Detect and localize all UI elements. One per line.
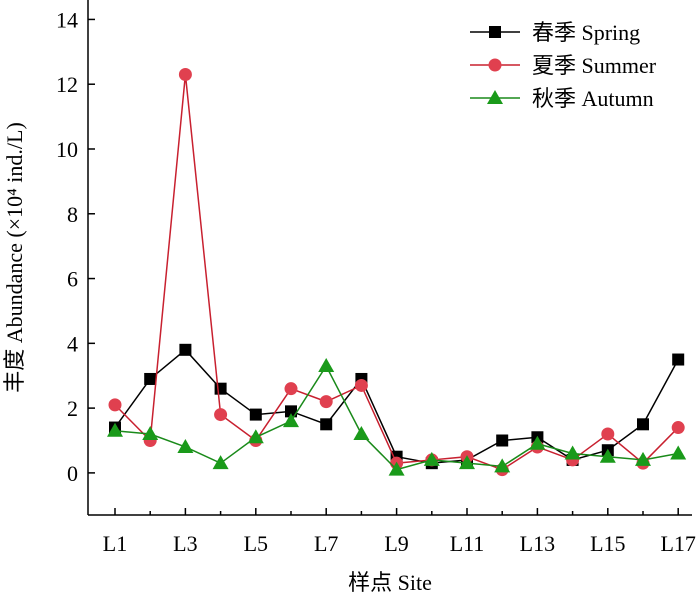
data-point <box>284 382 298 396</box>
data-point <box>249 408 262 421</box>
y-tick-label: 10 <box>56 137 78 162</box>
x-axis-title: 样点 Site <box>348 570 432 595</box>
legend-label: 春季 Spring <box>532 20 640 45</box>
x-tick-label: L15 <box>590 531 625 556</box>
data-point <box>670 445 687 460</box>
axes: 0 2 4 6 8 10 12 14 L1 L3 L5 L7 L9 L11 L13 L15 L17 <box>56 0 696 556</box>
series-layer <box>107 67 687 477</box>
y-axis-title: 丰度 Abundance (×10⁴ ind./L) <box>2 122 27 393</box>
data-point <box>107 422 123 437</box>
x-tick-label: L7 <box>314 531 338 556</box>
data-point <box>494 458 511 473</box>
data-point <box>214 382 227 395</box>
data-point <box>320 418 333 431</box>
data-point <box>601 427 615 441</box>
data-point <box>388 461 405 476</box>
data-point <box>564 445 581 460</box>
data-point <box>144 372 157 385</box>
y-tick-label: 14 <box>56 7 78 32</box>
x-tick-label: L17 <box>660 531 695 556</box>
data-point <box>637 418 649 431</box>
data-point <box>108 398 122 412</box>
data-point <box>529 435 546 450</box>
legend-label: 秋季 Autumn <box>532 86 654 111</box>
legend-entry: 春季 Spring <box>470 20 640 45</box>
series-line <box>114 348 679 464</box>
legend: 春季 Spring 夏季 Summer 秋季 Autumn <box>470 20 657 111</box>
data-point <box>496 434 509 447</box>
data-point <box>672 353 685 366</box>
y-tick-label: 4 <box>67 331 78 356</box>
data-point <box>177 438 194 453</box>
data-point <box>178 67 192 81</box>
data-point <box>319 395 333 409</box>
data-point <box>179 343 192 356</box>
series-line <box>114 74 679 471</box>
y-tick-label: 0 <box>67 461 78 486</box>
data-point <box>635 451 651 466</box>
data-point <box>353 426 370 441</box>
data-point <box>142 426 159 441</box>
legend-label: 夏季 Summer <box>532 53 657 78</box>
y-tick-label: 6 <box>67 267 78 292</box>
y-tick-label: 8 <box>67 202 78 227</box>
legend-marker <box>488 58 502 72</box>
legend-marker <box>487 90 503 104</box>
data-point <box>285 405 297 418</box>
data-point <box>212 455 229 470</box>
x-tick-label: L3 <box>173 531 197 556</box>
y-tick-label: 2 <box>67 396 78 421</box>
x-tick-label: L9 <box>384 531 408 556</box>
legend-entry: 夏季 Summer <box>470 53 657 78</box>
x-tick-label: L5 <box>244 531 268 556</box>
legend-marker <box>489 26 501 38</box>
data-point <box>247 429 264 444</box>
data-point <box>283 413 299 428</box>
legend-entry: 秋季 Autumn <box>470 86 654 111</box>
data-point <box>354 378 368 392</box>
series-triangle <box>107 358 687 476</box>
data-point <box>671 421 685 435</box>
data-point <box>318 358 335 373</box>
series-circle <box>108 67 685 477</box>
data-point <box>423 451 440 466</box>
data-point <box>459 455 475 470</box>
x-tick-label: L1 <box>103 531 127 556</box>
y-tick-label: 12 <box>56 72 78 97</box>
series-square <box>109 343 685 470</box>
data-point <box>214 408 228 422</box>
x-tick-label: L13 <box>520 531 555 556</box>
x-tick-label: L11 <box>450 531 485 556</box>
data-point <box>599 448 616 463</box>
